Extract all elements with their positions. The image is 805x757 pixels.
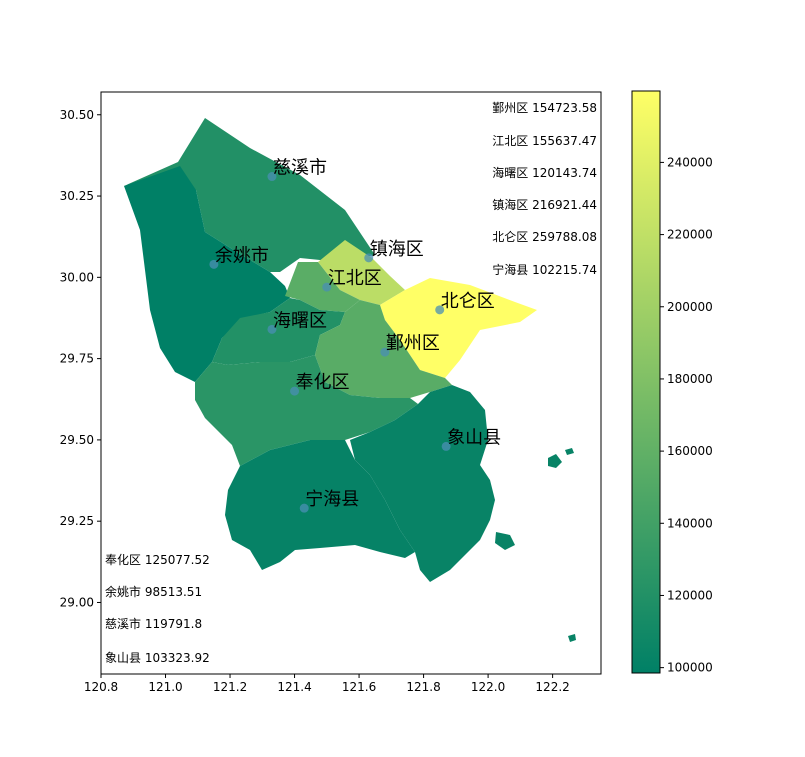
region-xiangshan-island-1: [548, 454, 562, 468]
value-text: 余姚市 98513.51: [105, 584, 202, 599]
region-cixi: [124, 118, 375, 272]
colorbar-ticks: 100000 120000 140000 160000 180000 200000 2200…: [660, 155, 713, 675]
region-marker: [299, 503, 309, 513]
region-xiangshan-island-2: [495, 532, 515, 550]
y-tick-label: 29.75: [60, 352, 94, 366]
x-tick-label: 121.8: [406, 680, 440, 694]
x-tick-label: 120.8: [84, 680, 118, 694]
region-label: 镇海区: [370, 239, 424, 260]
plot-area-frame: [100, 91, 602, 675]
colorbar: [631, 90, 661, 674]
value-text: 海曙区 120143.74: [492, 165, 597, 180]
value-text: 镇海区 216921.44: [492, 197, 597, 212]
y-tick-label: 30.25: [60, 189, 94, 203]
colorbar-tick-label: 220000: [667, 228, 713, 242]
x-tick-label: 121.6: [342, 680, 376, 694]
y-tick-label: 30.00: [60, 270, 94, 284]
region-marker: [290, 386, 300, 396]
colorbar-tick-label: 160000: [667, 444, 713, 458]
region-label: 海曙区: [273, 310, 327, 331]
region-marker: [209, 259, 219, 269]
region-xiangshan: [350, 385, 495, 582]
region-label: 余姚市: [215, 245, 269, 266]
y-tick-label: 30.50: [60, 108, 94, 122]
map-regions: [124, 118, 576, 642]
region-beilun: [380, 278, 537, 378]
region-marker: [364, 253, 374, 263]
region-label: 象山县: [447, 427, 501, 448]
y-tick-label: 29.50: [60, 433, 94, 447]
x-tick-label: 122.0: [471, 680, 505, 694]
region-marker: [441, 441, 451, 451]
region-fenghua: [195, 355, 418, 466]
colorbar-tick-label: 140000: [667, 516, 713, 530]
colorbar-tick-label: 180000: [667, 372, 713, 386]
x-tick-label: 121.2: [213, 680, 247, 694]
x-tick-label: 121.4: [277, 680, 311, 694]
region-haishu: [212, 298, 345, 365]
value-text: 北仑区 259788.08: [492, 230, 597, 244]
colorbar-tick-label: 240000: [667, 155, 713, 169]
region-xiangshan-island-4: [568, 634, 576, 642]
value-text: 鄞州区 154723.58: [492, 101, 597, 115]
region-ninghai: [225, 440, 415, 570]
region-zhenhai: [318, 240, 405, 305]
y-axis-ticks: 29.00 29.25 29.50 29.75 30.00 30.25 30.50: [60, 108, 101, 609]
colorbar-tick-label: 100000: [667, 661, 713, 675]
value-text: 宁海县 102215.74: [492, 262, 597, 277]
x-tick-label: 121.0: [148, 680, 182, 694]
region-label: 北仑区: [441, 291, 495, 312]
region-label: 慈溪市: [273, 158, 327, 179]
region-marker: [267, 324, 277, 334]
value-text: 奉化区 125077.52: [105, 553, 210, 567]
region-marker: [322, 282, 332, 292]
region-marker: [435, 305, 445, 315]
value-text: 慈溪市 119791.8: [105, 616, 202, 631]
value-text: 象山县 103323.92: [105, 651, 210, 665]
region-yuyao: [124, 166, 290, 382]
value-list-bottom-left: 奉化区 125077.52 余姚市 98513.51 慈溪市 119791.8 …: [105, 553, 210, 665]
colorbar-tick-label: 200000: [667, 300, 713, 314]
region-label: 鄞州区: [386, 333, 440, 354]
region-marker: [267, 172, 277, 182]
region-xiangshan-island-3: [565, 448, 574, 455]
region-marker: [380, 347, 390, 357]
colorbar-tick-label: 120000: [667, 588, 713, 602]
region-label: 奉化区: [296, 372, 350, 393]
y-tick-label: 29.00: [60, 595, 94, 609]
region-label: 江北区: [328, 268, 382, 289]
region-label: 宁海县: [305, 489, 359, 510]
value-text: 江北区 155637.47: [492, 134, 597, 148]
region-centroid-markers: [209, 172, 451, 513]
y-tick-label: 29.25: [60, 514, 94, 528]
x-axis-ticks: 120.8 121.0 121.2 121.4 121.6 121.8 122.0 122.2: [84, 674, 570, 694]
x-tick-label: 122.2: [535, 680, 569, 694]
value-list-top-right: 鄞州区 154723.58 江北区 155637.47 海曙区 120143.7…: [492, 101, 597, 277]
